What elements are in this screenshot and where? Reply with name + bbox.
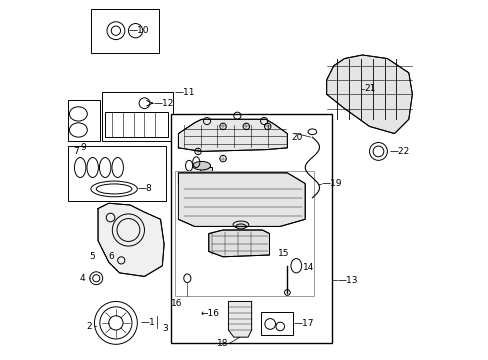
Text: 7: 7 (73, 147, 79, 156)
Bar (260, 312, 292, 336)
Polygon shape (192, 167, 212, 178)
Polygon shape (178, 173, 305, 226)
Text: 3: 3 (162, 324, 168, 333)
Ellipse shape (192, 161, 210, 170)
Bar (171, 114, 331, 342)
Text: —10: —10 (128, 26, 149, 35)
Text: 2: 2 (86, 322, 92, 331)
Bar (102, 93, 173, 141)
Polygon shape (178, 119, 287, 152)
Bar (105, 112, 167, 137)
Text: 18: 18 (217, 339, 228, 348)
Text: 5: 5 (89, 252, 95, 261)
Text: 21: 21 (364, 84, 375, 93)
Bar (175, 171, 313, 296)
Text: 14: 14 (303, 263, 314, 272)
Text: —12: —12 (153, 99, 173, 108)
Polygon shape (326, 55, 411, 134)
Text: —11: —11 (175, 88, 195, 97)
Text: —17: —17 (293, 319, 314, 328)
Polygon shape (208, 230, 269, 257)
Text: 16: 16 (170, 299, 182, 308)
Text: 15: 15 (278, 249, 289, 258)
Bar (67, 146, 165, 202)
Text: —13: —13 (337, 275, 357, 284)
Polygon shape (98, 203, 164, 276)
Ellipse shape (235, 224, 245, 229)
Text: —8: —8 (137, 184, 152, 193)
Text: ←16: ←16 (200, 310, 219, 319)
Bar (91, 9, 159, 53)
Text: —1: —1 (141, 318, 155, 327)
Bar (67, 100, 100, 141)
Text: 9: 9 (81, 143, 86, 152)
Text: 4: 4 (80, 274, 85, 283)
Polygon shape (228, 301, 251, 337)
Text: 6: 6 (108, 252, 114, 261)
Text: 20: 20 (290, 132, 302, 141)
Text: —19: —19 (321, 179, 341, 188)
Text: —22: —22 (388, 147, 408, 156)
